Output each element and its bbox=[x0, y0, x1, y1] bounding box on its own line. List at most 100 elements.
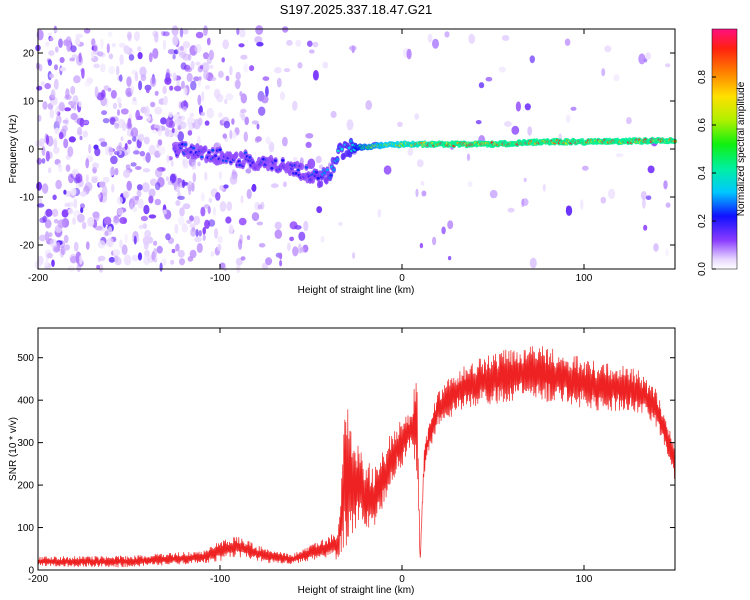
spectrogram-noise-cell bbox=[427, 33, 433, 43]
spectrogram-noise-cell bbox=[64, 202, 71, 208]
spectrogram-noise-cell bbox=[172, 35, 179, 46]
spectrogram-y-tick-label: 0 bbox=[28, 145, 34, 156]
spectrogram-noise-cell bbox=[289, 236, 294, 242]
spectrogram-noise-cell bbox=[94, 86, 99, 98]
spectrogram-noise-cell bbox=[176, 79, 180, 88]
spectrogram-noise-cell bbox=[615, 153, 624, 158]
spectrogram-ridge-cell bbox=[318, 180, 324, 188]
spectrogram-noise-cell bbox=[665, 202, 671, 208]
spectrogram-noise-cell bbox=[179, 45, 184, 51]
spectrogram-noise-cell bbox=[643, 224, 648, 231]
spectrogram-noise-cell bbox=[58, 38, 63, 48]
spectrogram-noise-cell bbox=[279, 260, 283, 267]
spectrogram-noise-cell bbox=[240, 256, 246, 261]
spectrogram-noise-cell bbox=[189, 249, 197, 259]
spectrogram-noise-cell bbox=[78, 52, 82, 63]
spectrogram-noise-cell bbox=[316, 206, 323, 214]
spectrogram-noise-cell bbox=[229, 175, 238, 185]
spectrogram-noise-cell bbox=[523, 177, 527, 182]
spectrogram-noise-cell bbox=[77, 213, 85, 223]
spectrogram-noise-cell bbox=[195, 61, 201, 66]
spectrogram-noise-cell bbox=[129, 202, 134, 210]
spectrogram-noise-cell bbox=[570, 106, 577, 111]
spectrogram-noise-cell bbox=[303, 220, 309, 232]
spectrogram-noise-cell bbox=[116, 97, 122, 104]
spectrogram-noise-cell bbox=[152, 30, 159, 37]
spectrogram-noise-cell bbox=[153, 240, 158, 246]
spectrogram-noise-cell bbox=[642, 197, 646, 209]
spectrogram-noise-cell bbox=[201, 62, 210, 73]
spectrogram-noise-cell bbox=[162, 209, 167, 215]
spectrogram-noise-cell bbox=[190, 60, 195, 70]
spectrogram-noise-cell bbox=[320, 236, 325, 243]
spectrogram-noise-cell bbox=[154, 106, 163, 115]
spectrogram-noise-cell bbox=[286, 39, 293, 46]
spectrogram-noise-cell bbox=[217, 236, 223, 243]
spectrogram-noise-cell bbox=[101, 110, 108, 116]
spectrogram-noise-cell bbox=[57, 219, 66, 229]
spectrogram-noise-cell bbox=[165, 233, 171, 241]
spectrogram-noise-cell bbox=[42, 215, 47, 223]
spectrogram-noise-cell bbox=[166, 154, 170, 164]
spectrogram-noise-cell bbox=[65, 88, 70, 99]
spectrogram-ridge-core bbox=[200, 155, 204, 159]
spectrogram-noise-cell bbox=[44, 260, 49, 267]
spectrogram-noise-cell bbox=[193, 118, 201, 130]
spectrogram-noise-cell bbox=[152, 48, 159, 59]
spectrogram-noise-cell bbox=[485, 76, 493, 82]
spectrogram-noise-cell bbox=[222, 39, 229, 50]
colorbar-gradient bbox=[711, 28, 738, 270]
spectrogram-noise-cell bbox=[85, 241, 90, 250]
spectrogram-noise-cell bbox=[51, 208, 59, 217]
spectrogram-noise-cell bbox=[279, 91, 286, 101]
spectrogram-noise-cell bbox=[177, 195, 185, 200]
spectrogram-noise-cell bbox=[116, 145, 122, 152]
spectrogram-noise-cell bbox=[283, 68, 291, 73]
spectrogram-noise-cell bbox=[200, 206, 206, 217]
spectrogram-noise-cell bbox=[238, 239, 243, 250]
spectrogram-ridge-core bbox=[213, 154, 218, 158]
spectrogram-noise-cell bbox=[63, 234, 69, 244]
spectrogram-noise-cell bbox=[172, 72, 177, 82]
spectrogram-noise-cell bbox=[244, 116, 249, 126]
spectrogram-noise-cell bbox=[645, 195, 652, 200]
colorbar-tick-label: 0.8 bbox=[697, 70, 708, 84]
spectrogram-noise-cell bbox=[168, 111, 173, 118]
snr-y-tick-label: 100 bbox=[17, 523, 34, 534]
spectrogram-noise-cell bbox=[148, 52, 153, 63]
spectrogram-noise-cell bbox=[564, 38, 571, 46]
spectrogram-noise-cell bbox=[638, 53, 646, 65]
spectrogram-noise-cell bbox=[246, 188, 252, 200]
spectrogram-noise-cell bbox=[254, 137, 260, 144]
spectrogram-noise-cell bbox=[351, 45, 355, 54]
spectrogram-noise-cell bbox=[236, 28, 240, 35]
spectrogram-noise-cell bbox=[208, 64, 214, 69]
spectrogram-noise-cell bbox=[489, 189, 498, 199]
spectrogram-noise-cell bbox=[41, 183, 49, 194]
spectrogram-noise-cell bbox=[97, 256, 102, 263]
spectrogram-noise-cell bbox=[63, 138, 69, 149]
spectrogram-noise-cell bbox=[130, 162, 137, 167]
spectrogram-noise-cell bbox=[150, 76, 157, 87]
spectrogram-noise-cell bbox=[47, 59, 53, 66]
spectrogram-noise-cell bbox=[600, 196, 607, 204]
spectrogram-noise-cell bbox=[195, 31, 204, 39]
spectrogram-y-tick-label: 10 bbox=[23, 97, 35, 108]
spectrogram-noise-cell bbox=[383, 165, 392, 175]
spectrogram-noise-cell bbox=[75, 183, 80, 190]
spectrogram-noise-cell bbox=[407, 147, 414, 156]
spectrogram-noise-cell bbox=[240, 93, 247, 104]
spectrogram-heatmap bbox=[34, 25, 678, 274]
spectrogram-noise-cell bbox=[169, 85, 174, 91]
spectrogram-ridge-cell bbox=[234, 151, 239, 159]
spectrogram-noise-cell bbox=[75, 173, 83, 184]
spectrogram-y-tick-label: 20 bbox=[23, 49, 35, 60]
spectrogram-noise-cell bbox=[665, 248, 669, 257]
spectrogram-noise-cell bbox=[124, 143, 128, 150]
spectrogram-noise-cell bbox=[265, 257, 273, 266]
spectrogram-noise-cell bbox=[198, 76, 202, 81]
spectrogram-noise-cell bbox=[52, 245, 61, 253]
spectrogram-noise-cell bbox=[118, 42, 126, 48]
